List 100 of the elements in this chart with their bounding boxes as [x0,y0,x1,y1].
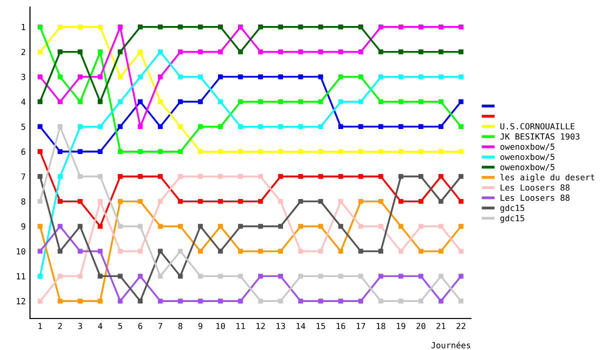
point [338,198,344,204]
y-tick-label: 8 [21,198,26,205]
point [198,298,203,304]
point [78,149,83,154]
legend-label: gdc15 [500,214,524,223]
point [318,24,324,30]
point [438,224,444,229]
y-tick-label: 3 [21,74,26,80]
point [78,198,83,204]
point [58,24,62,30]
point [258,124,263,130]
legend-label: Les Loosers 88 [500,194,570,201]
point [378,198,384,204]
point [198,74,203,80]
point [378,49,384,54]
point [258,99,263,104]
point [38,24,42,30]
point [298,74,304,80]
point [258,274,263,279]
x-axis-title: Journées [431,342,470,348]
x-tick-label: 10 [216,322,225,330]
legend-label: les aigle du desert [500,174,594,182]
point [298,124,304,130]
y-tick-label: 9 [21,223,26,230]
point [418,24,424,30]
point [358,49,364,54]
point [438,198,444,204]
point [358,224,364,229]
point [98,124,103,130]
point [398,248,404,254]
point [118,198,123,204]
point [298,198,304,204]
point [438,124,444,130]
x-tick-label: 21 [436,322,446,330]
point [358,74,364,80]
point [178,298,183,304]
point [378,124,384,130]
point [38,198,42,204]
point [278,149,283,154]
point [338,248,344,254]
point [258,224,263,229]
point [158,224,163,229]
point [98,149,103,154]
point [458,174,464,179]
point [358,198,364,204]
point [378,248,384,254]
point [298,49,304,54]
legend-label: owenoxbow/5 [500,154,554,161]
point [418,124,424,130]
point [338,149,344,154]
point [358,174,364,179]
point [138,248,143,254]
point [278,298,283,304]
point [178,49,183,54]
point [278,248,283,254]
point [158,198,163,204]
point [138,24,143,30]
point [118,99,123,104]
point [98,99,103,104]
point [258,174,263,179]
point [338,274,344,279]
point [278,74,283,80]
point [218,124,223,130]
point [158,274,163,279]
point [378,24,384,30]
point [238,24,243,30]
point [398,74,404,80]
point [98,224,103,229]
legend-label: Les Loosers 88 [500,184,570,191]
point [418,274,424,279]
point [118,24,123,30]
point [218,149,223,154]
point [38,298,42,304]
x-tick-label: 2 [58,322,62,330]
point [78,298,83,304]
point [78,124,83,130]
y-tick-label: 12 [16,298,26,304]
point [118,224,123,229]
point [178,248,183,254]
point [258,149,263,154]
point [278,198,283,204]
point [378,74,384,80]
point [298,174,304,179]
point [178,224,183,229]
point [98,24,103,30]
legend-label: JK BESIKTAS 1903 [500,133,580,140]
point [338,174,344,179]
point [118,174,123,179]
legend-label: U.S.CORNOUAILLE [500,123,575,130]
point [298,99,304,104]
point [158,298,163,304]
point [398,99,404,104]
point [138,274,143,279]
point [318,124,324,130]
point [58,99,62,104]
point [238,224,243,229]
y-tick-label: 4 [21,98,26,105]
point [38,149,42,154]
point [398,24,404,30]
point [178,174,183,179]
